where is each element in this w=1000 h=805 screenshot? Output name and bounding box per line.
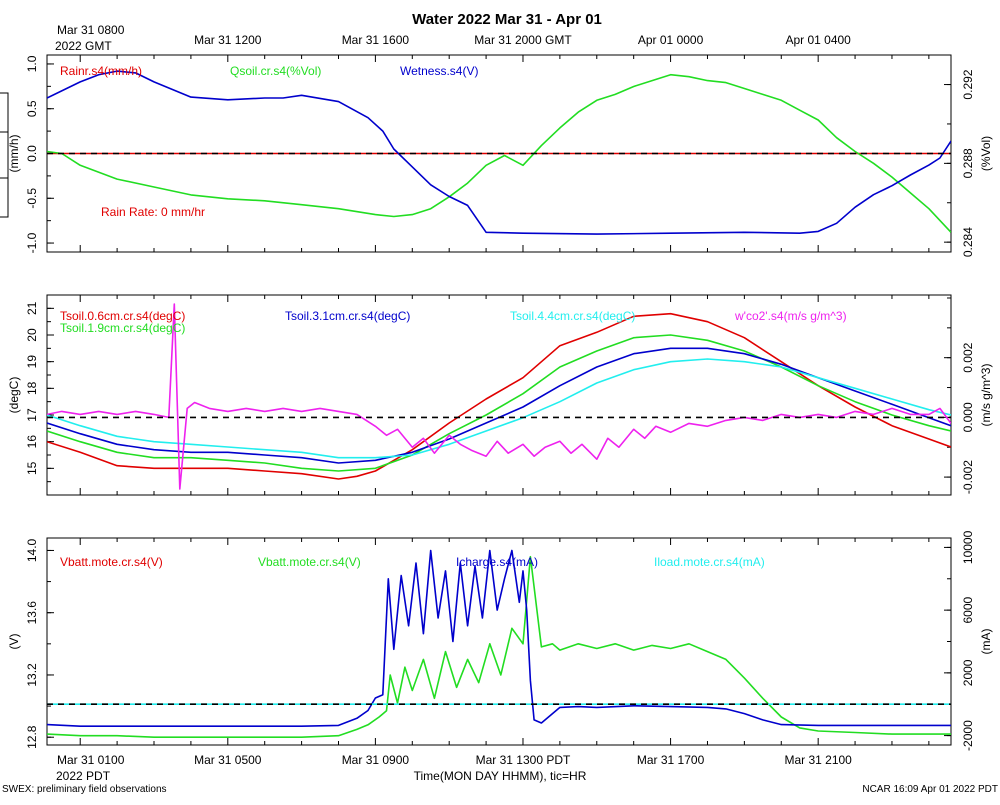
left-axis-label: (degC) [7, 377, 21, 414]
panel-3: 14.0 13.6 13.2 12.8 (V) 10000 6000 2000 -2000 (mA… [7, 530, 993, 751]
bottom-time-axis: Mar 31 0100 Mar 31 0500 Mar 31 0900 Mar 31 … [57, 753, 852, 767]
right-tick-label: 10000 [961, 530, 975, 564]
footer-left: SWEX: preliminary field observations [2, 784, 167, 795]
bottom-time-label: Mar 31 0900 [342, 753, 410, 767]
series-line [47, 73, 951, 233]
right-axis-label: (m/s g/m^3) [979, 364, 993, 427]
legend-entry: Tsoil.0.6cm.cr.s4(degC) [60, 309, 185, 323]
x-axis-title: Time(MON DAY HHMM), tic=HR [414, 769, 587, 783]
bottom-time-label: Mar 31 1700 [637, 753, 705, 767]
left-axis-label: (mm/h) [7, 135, 21, 173]
series-group [47, 303, 951, 490]
legend-entry: Icharge.s4(mA) [456, 555, 538, 569]
right-tick-label: -0.002 [961, 460, 975, 494]
legend-entry: Qsoil.cr.s4(%Vol) [230, 64, 321, 78]
legend-entry: w'co2'.s4(m/s g/m^3) [734, 309, 847, 323]
right-tick-label: -2000 [961, 720, 975, 751]
bottom-time-label: Mar 31 0100 [57, 753, 125, 767]
left-tick-label: 18 [25, 381, 39, 395]
series-group [47, 70, 951, 235]
series-line [47, 549, 951, 728]
right-tick-label: 2000 [961, 659, 975, 686]
left-tick-label: 13.2 [25, 663, 39, 687]
left-tick-label: -0.5 [25, 188, 39, 209]
legend-entry: Vbatt.mote.cr.s4(V) [258, 555, 361, 569]
footer-right: NCAR 16:09 Apr 01 2022 PDT [862, 784, 998, 795]
right-tick-label: 0.002 [961, 342, 975, 372]
series-line [47, 70, 951, 235]
left-tick-label: 13.6 [25, 601, 39, 625]
legend-entry: Wetness.s4(V) [400, 64, 478, 78]
left-tick-label: 17 [25, 408, 39, 422]
legend-entry: Vbatt.mote.cr.s4(V) [60, 555, 163, 569]
top-time-axis: Mar 31 0800 Mar 31 1200 Mar 31 1600 Mar 31 … [57, 23, 851, 47]
left-tick-label: 14.0 [25, 538, 39, 562]
top-time-label: Apr 01 0000 [638, 33, 704, 47]
top-time-label: Mar 31 2000 GMT [474, 33, 572, 47]
top-year-label: 2022 GMT [55, 39, 112, 53]
bottom-time-label: Mar 31 1300 PDT [476, 753, 571, 767]
right-tick-label: 0.000 [961, 402, 975, 432]
top-time-label: Apr 01 0400 [785, 33, 851, 47]
series-line [47, 358, 951, 459]
left-tick-label: 16 [25, 435, 39, 449]
left-tick-label: 21 [25, 301, 39, 315]
right-tick-label: 0.284 [961, 227, 975, 257]
bottom-time-label: Mar 31 2100 [784, 753, 852, 767]
left-tick-label: 15 [25, 461, 39, 475]
cropped-frame [0, 92, 9, 218]
legend-entry: Rainr.s4(mm/h) [60, 64, 142, 78]
left-tick-label: 20 [25, 328, 39, 342]
panel-1: 1.0 0.5 0.0 -0.5 -1.0 (mm/h) 0.292 0.288 0.284 (%… [7, 54, 993, 257]
series-group [47, 549, 951, 739]
bottom-time-label: Mar 31 0500 [194, 753, 262, 767]
left-tick-label: 0.0 [25, 145, 39, 162]
left-tick-label: 12.8 [25, 725, 39, 749]
legend-entry: Iload.mote.cr.s4(mA) [654, 555, 765, 569]
series-line [47, 312, 951, 480]
legend-entry: Tsoil.1.9cm.cr.s4(degC) [60, 321, 185, 335]
plot-frame [46, 537, 952, 746]
series-line [47, 555, 951, 739]
left-tick-label: -1.0 [25, 232, 39, 253]
series-line [47, 347, 951, 464]
series-line [47, 303, 951, 490]
annotation: Rain Rate: 0 mm/hr [101, 205, 205, 219]
left-tick-label: 19 [25, 355, 39, 369]
left-tick-label: 0.5 [25, 100, 39, 117]
right-tick-label: 0.288 [961, 148, 975, 178]
top-time-label: Mar 31 1600 [342, 33, 410, 47]
chart-title: Water 2022 Mar 31 - Apr 01 [412, 11, 602, 28]
panels: 1.0 0.5 0.0 -0.5 -1.0 (mm/h) 0.292 0.288 0.284 (%… [7, 54, 993, 751]
right-axis-label: (mA) [979, 629, 993, 655]
series-line [47, 334, 951, 472]
legend-entry: Tsoil.4.4cm.cr.s4(degC) [510, 309, 635, 323]
panel-2: 21 20 19 18 17 16 15 (degC) 0.002 0.000 -0.002 (m/s… [7, 294, 993, 496]
left-tick-label: 1.0 [25, 55, 39, 72]
right-axis-label: (%Vol) [979, 136, 993, 171]
legend-entry: Tsoil.3.1cm.cr.s4(degC) [285, 309, 410, 323]
top-time-label: Mar 31 0800 [57, 23, 125, 37]
top-time-label: Mar 31 1200 [194, 33, 262, 47]
left-axis-label: (V) [7, 634, 21, 650]
bottom-year-label: 2022 PDT [56, 769, 111, 783]
plot-frame [46, 294, 952, 496]
right-tick-label: 6000 [961, 596, 975, 623]
right-tick-label: 0.292 [961, 69, 975, 99]
